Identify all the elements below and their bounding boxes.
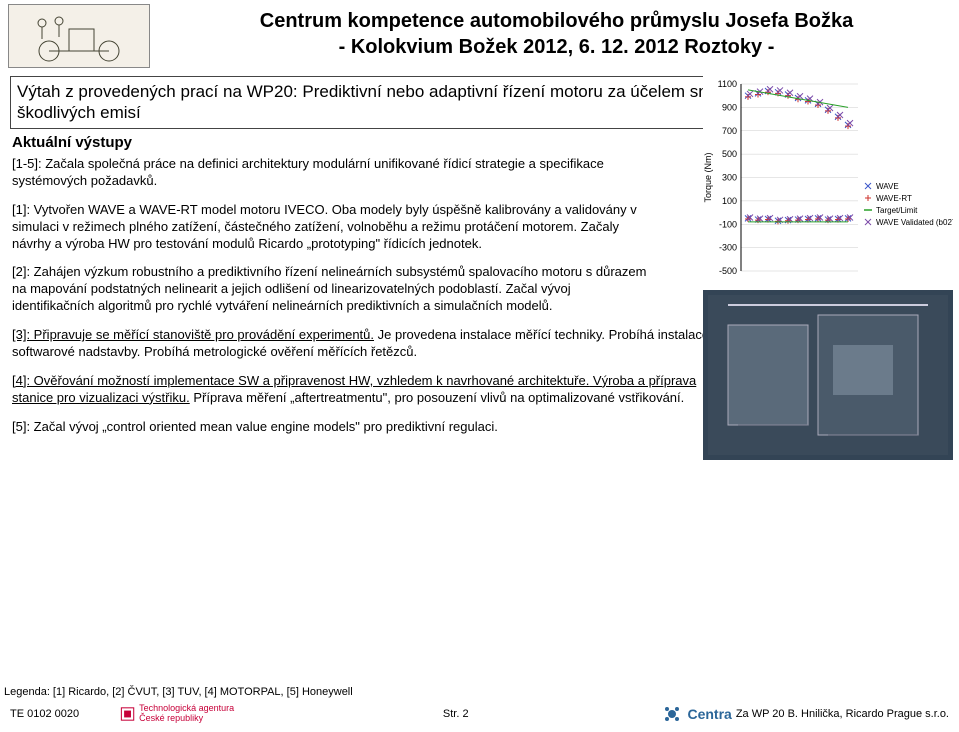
svg-text:-100: -100 — [719, 219, 737, 229]
tacr-logo: Technologická agentura České republiky — [120, 700, 250, 728]
svg-text:700: 700 — [722, 126, 737, 136]
svg-text:WAVE Validated (b027): WAVE Validated (b027) — [876, 218, 953, 227]
svg-text:Target/Limit: Target/Limit — [876, 206, 918, 215]
paragraph-3: [2]: Zahájen výzkum robustního a predikt… — [12, 264, 652, 315]
footer-right: Za WP 20 B. Hnilička, Ricardo Prague s.r… — [736, 708, 949, 720]
centra-label: Centra — [687, 706, 731, 722]
svg-text:-500: -500 — [719, 266, 737, 276]
header-logo-image — [8, 4, 150, 68]
tacr-label: Technologická agentura České republiky — [139, 704, 250, 724]
paragraph-2: [1]: Vytvořen WAVE a WAVE-RT model motor… — [12, 202, 652, 253]
svg-text:-300: -300 — [719, 243, 737, 253]
centra-logo: Centra — [661, 703, 731, 725]
header-title-line1: Centrum kompetence automobilového průmys… — [162, 8, 951, 34]
svg-text:WAVE-RT: WAVE-RT — [876, 194, 912, 203]
svg-text:100: 100 — [722, 196, 737, 206]
footer-center: Str. 2 — [250, 708, 661, 720]
footer: Legenda: [1] Ricardo, [2] ČVUT, [3] TUV,… — [0, 686, 959, 730]
para4-underlined: [3]: Připravuje se měřící stanoviště pro… — [12, 327, 374, 342]
svg-text:1100: 1100 — [718, 79, 737, 89]
svg-text:500: 500 — [722, 149, 737, 159]
paragraph-5: [4]: Ověřování možností implementace SW … — [12, 373, 732, 407]
header-title: Centrum kompetence automobilového průmys… — [162, 4, 951, 60]
engine-photo — [703, 290, 953, 460]
footer-line: TE 0102 0020 Technologická agentura Česk… — [0, 698, 959, 732]
svg-text:WAVE: WAVE — [876, 182, 899, 191]
legend-line: Legenda: [1] Ricardo, [2] ČVUT, [3] TUV,… — [0, 686, 959, 698]
para5-rest: Příprava měření „aftertreatmentu", pro p… — [190, 390, 685, 405]
paragraph-1: [1-5]: Začala společná práce na definici… — [12, 156, 652, 190]
footer-right-block: Centra Za WP 20 B. Hnilička, Ricardo Pra… — [661, 703, 949, 725]
para5-underlined-1: [4]: Ověřování možností implementace SW … — [12, 373, 589, 388]
footer-left: TE 0102 0020 — [10, 708, 120, 720]
svg-text:900: 900 — [722, 102, 737, 112]
paragraph-4: [3]: Připravuje se měřící stanoviště pro… — [12, 327, 732, 361]
header: Centrum kompetence automobilového průmys… — [0, 0, 959, 70]
svg-text:Torque (Nm): Torque (Nm) — [703, 152, 713, 202]
header-title-line2: - Kolokvium Božek 2012, 6. 12. 2012 Rozt… — [162, 34, 951, 60]
torque-chart: -500 -300 -100 100 300 500 700 900 1100 Torque (N… — [703, 76, 953, 281]
svg-text:300: 300 — [722, 173, 737, 183]
